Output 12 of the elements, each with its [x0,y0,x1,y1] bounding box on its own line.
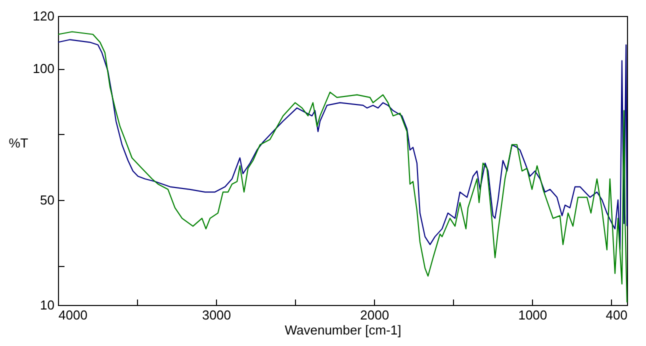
x-tick-label: 1000 [518,308,548,322]
x-axis-title: Wavenumber [cm-1] [284,322,402,338]
y-tick-label: 100 [32,61,54,76]
y-tick-label: 120 [32,8,54,24]
line-series [57,31,628,303]
x-tick-label: 400 [606,308,628,322]
y-tick-label: 50 [40,192,54,208]
y-axis-title: %T [8,136,28,150]
x-tick-label: 3000 [202,308,232,322]
x-tick-label: 2000 [360,308,390,322]
x-tick-label: 4000 [58,308,88,322]
y-tick-label: 10 [40,298,54,312]
